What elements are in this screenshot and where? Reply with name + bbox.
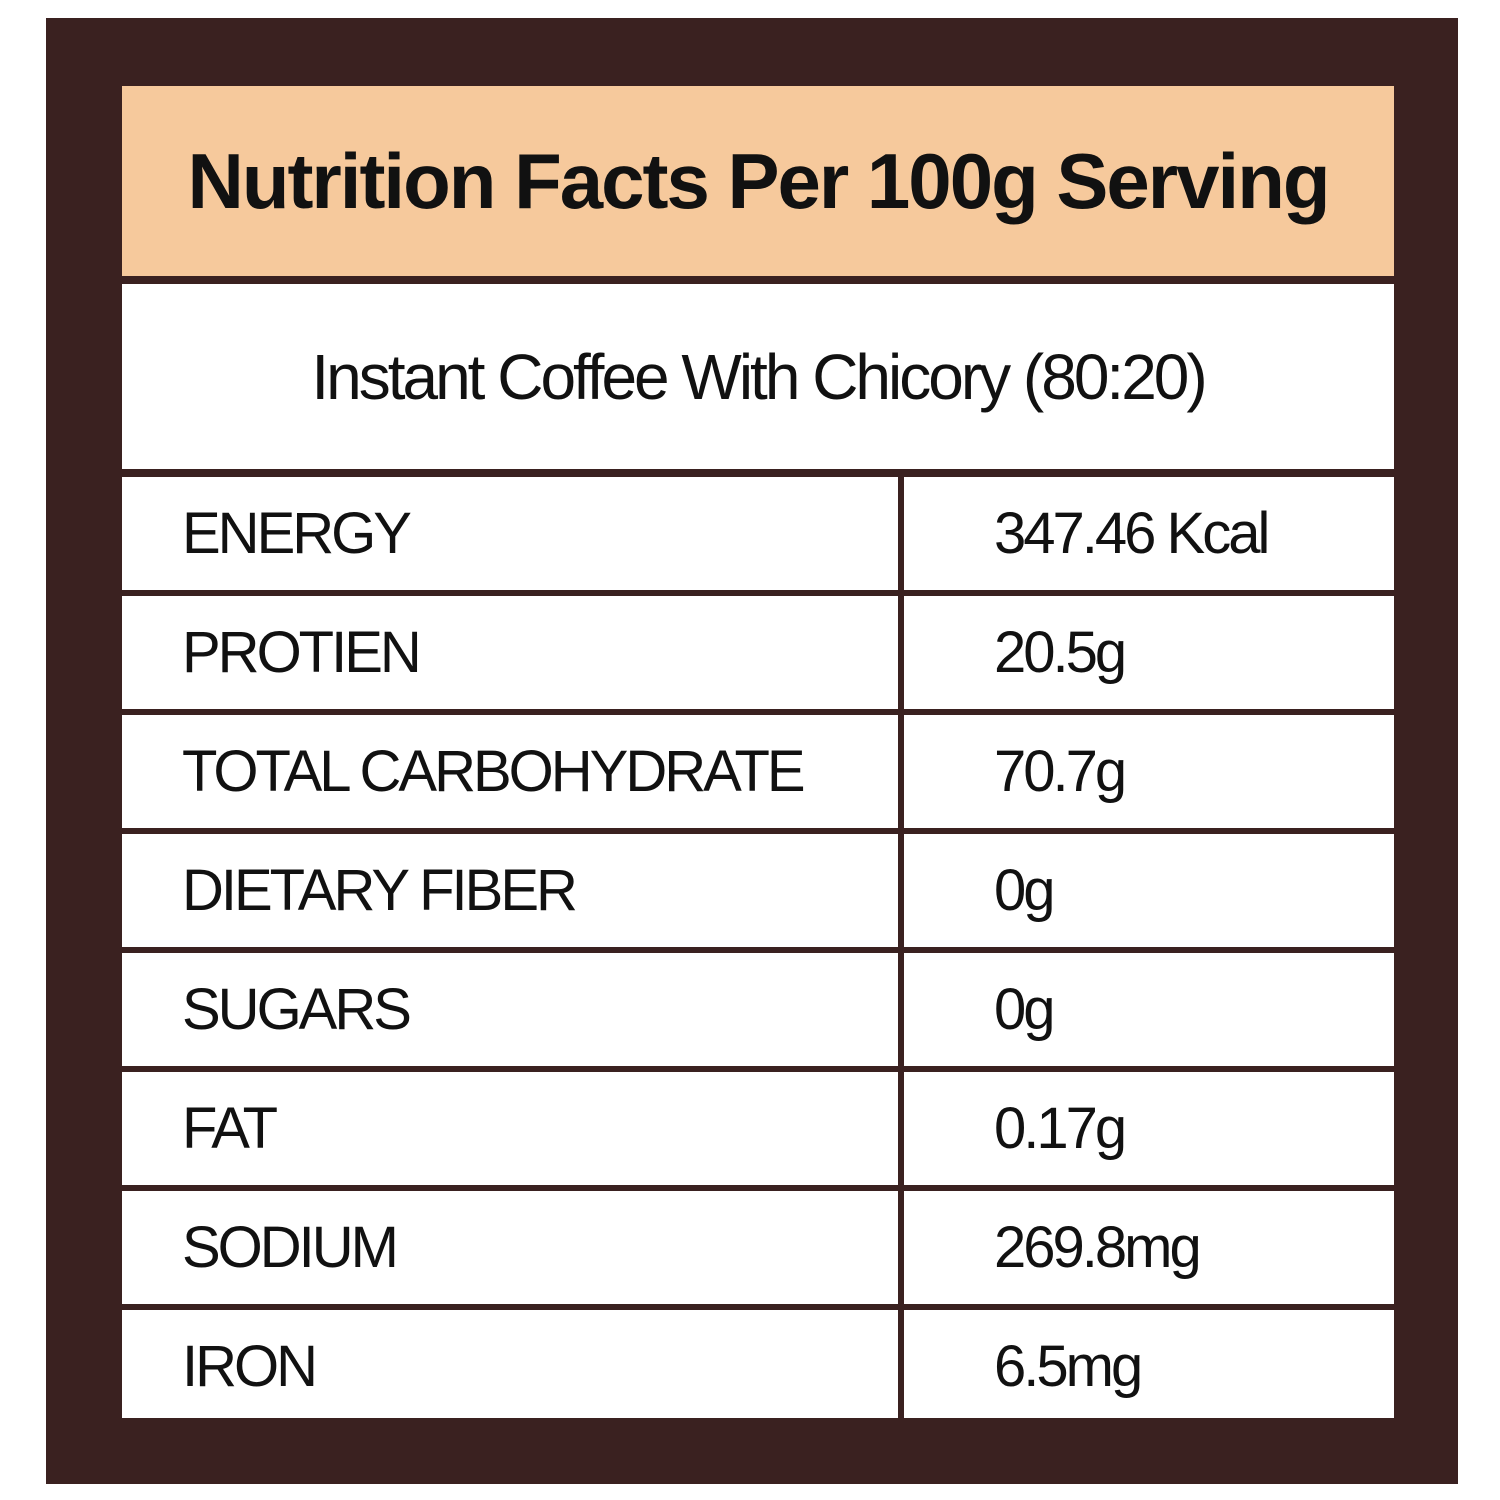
title: Nutrition Facts Per 100g Serving <box>122 86 1394 284</box>
nutrient-name: DIETARY FIBER <box>122 831 901 953</box>
table-row: SUGARS 0g <box>122 950 1394 1072</box>
table-row: PROTIEN 20.5g <box>122 593 1394 715</box>
nutrition-table: ENERGY 347.46 Kcal PROTIEN 20.5g TOTAL CARBO… <box>122 477 1394 1423</box>
nutrient-name: IRON <box>182 1334 318 1399</box>
nutrient-value: 0g <box>898 950 1394 1072</box>
nutrient-name: SODIUM <box>122 1188 901 1310</box>
table-row: TOTAL CARBOHYDRATE 70.7g <box>122 712 1394 834</box>
table-row: DIETARY FIBER 0g <box>122 831 1394 953</box>
nutrient-value: 0.17g <box>898 1069 1394 1191</box>
nutrition-panel: Nutrition Facts Per 100g Serving Instant… <box>118 82 1398 1423</box>
nutrient-value: 0g <box>898 831 1394 953</box>
table-row: IRON 6.5mg <box>122 1307 1394 1423</box>
nutrient-name: TOTAL CARBOHYDRATE <box>122 712 901 834</box>
subtitle: Instant Coffee With Chicory (80:20) <box>122 284 1394 477</box>
nutrient-name: PROTIEN <box>122 593 901 715</box>
nutrient-name: SUGARS <box>122 950 901 1072</box>
nutrient-name: FAT <box>122 1069 901 1191</box>
nutrient-value: 6.5mg <box>898 1307 1394 1423</box>
nutrient-value: 269.8mg <box>898 1188 1394 1310</box>
nutrient-value: 347.46 Kcal <box>898 477 1394 596</box>
table-row: SODIUM 269.8mg <box>122 1188 1394 1310</box>
nutrient-value: 20.5g <box>898 593 1394 715</box>
nutrient-name: ENERGY <box>122 477 901 596</box>
table-row: ENERGY 347.46 Kcal <box>122 477 1394 596</box>
table-row: FAT 0.17g <box>122 1069 1394 1191</box>
nutrient-value: 70.7g <box>898 712 1394 834</box>
